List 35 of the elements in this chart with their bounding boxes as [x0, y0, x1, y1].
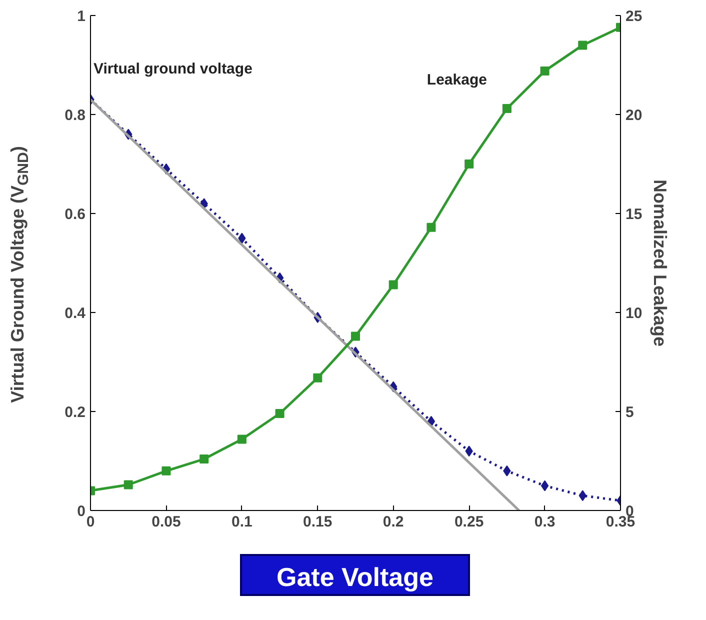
x-tick-label: 0.05 [152, 514, 181, 530]
point [200, 454, 209, 464]
y-tick-label: 0.6 [64, 206, 86, 223]
y2-tick-label: 15 [626, 206, 642, 223]
point [275, 408, 284, 418]
series-label: Virtual ground voltage [94, 60, 252, 78]
point [540, 480, 549, 492]
point [502, 104, 512, 114]
y2-axis-title: Nomalized Leakage [650, 179, 670, 347]
point [578, 40, 588, 50]
y-tick-label: 1 [77, 8, 86, 25]
point [237, 434, 246, 444]
x-tick-label: 0.15 [303, 514, 332, 530]
point [388, 280, 398, 290]
y2-tick-label: 25 [626, 8, 642, 25]
point [464, 160, 474, 168]
point [313, 373, 322, 382]
point [540, 66, 550, 76]
y2-tick-label: 20 [626, 107, 642, 124]
y-tick-label: 0.4 [64, 305, 86, 322]
y-tick-label: 0 [77, 503, 86, 520]
series-label: Leakage [426, 72, 487, 89]
y2-tick-label: 5 [626, 404, 634, 421]
y2-tick-label: 10 [626, 305, 642, 322]
x-tick-label: 0.1 [232, 514, 252, 530]
point [426, 222, 436, 232]
x-tick-label: 0.2 [382, 514, 404, 530]
x-axis-title: Gate Voltage [276, 561, 434, 594]
point [162, 466, 171, 476]
point [351, 332, 360, 341]
x-tick-label: 0.25 [454, 514, 484, 530]
point [124, 480, 133, 490]
y-tick-label: 0.2 [64, 404, 86, 421]
x-tick-label: 0.3 [534, 514, 556, 530]
y-tick-label: 0.8 [64, 107, 86, 124]
